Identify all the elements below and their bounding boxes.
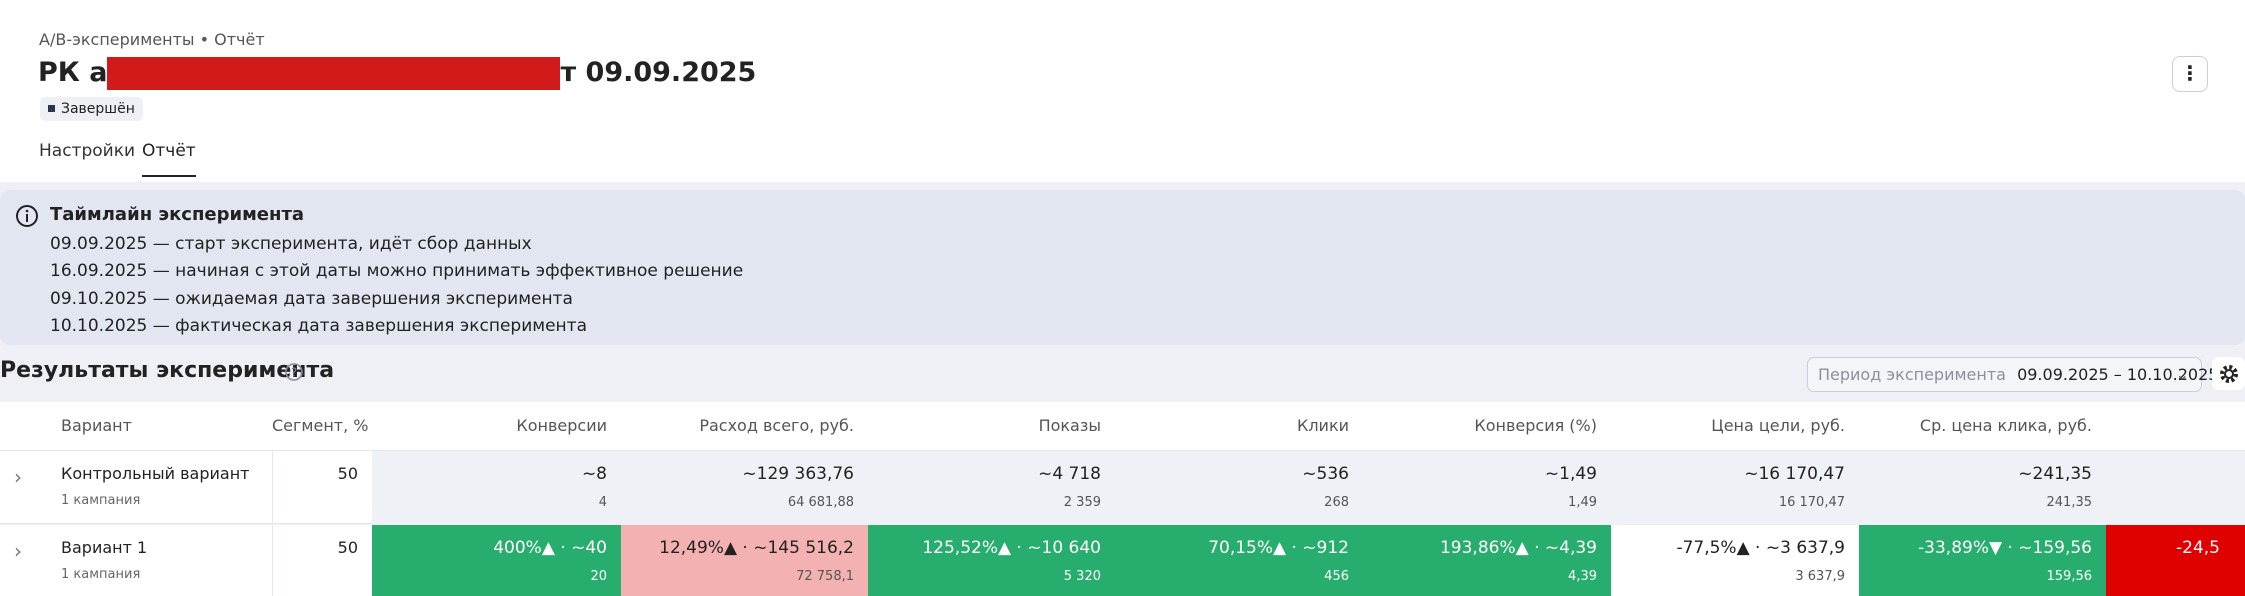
expand-chevron[interactable]: ›	[14, 539, 22, 563]
metric-cell	[1363, 451, 1611, 523]
metric-value: ~241,35	[2018, 464, 2092, 484]
status-badge: Завершён	[40, 97, 143, 121]
metric-cell	[1363, 525, 1611, 596]
column-header: Клики	[1296, 416, 1349, 435]
timeline-box	[0, 190, 2245, 345]
metric-cell	[621, 525, 868, 596]
metric-value: ~4 718	[1038, 464, 1101, 484]
column-header: Расход всего, руб.	[699, 416, 854, 435]
metric-cell	[1115, 525, 1363, 596]
help-icon[interactable]: ?	[284, 362, 304, 382]
metric-sub: 268	[1324, 495, 1349, 510]
metric-sub: 16 170,47	[1778, 495, 1845, 510]
metric-cell	[2106, 451, 2245, 523]
tab[interactable]: Настройки	[39, 141, 136, 161]
period-value: 09.09.2025 – 10.10.2025	[2017, 365, 2219, 384]
title: РК а т 09.09.2025	[38, 57, 756, 90]
header-row	[0, 402, 2245, 451]
metric-cell	[2106, 525, 2245, 596]
metric-sub: 1,49	[1568, 495, 1597, 510]
timeline-list: 09.09.2025 — старт эксперимента, идёт сб…	[50, 231, 743, 340]
column-header: Сегмент, %	[272, 416, 369, 435]
segment-divider	[272, 525, 273, 596]
timeline-title: Таймлайн эксперимента	[50, 204, 305, 225]
metric-cell	[1611, 525, 1859, 596]
segment: 50	[337, 538, 358, 557]
settings-button[interactable]	[2212, 357, 2245, 390]
metric-value: 400%▲ · ~40	[493, 538, 607, 558]
metric-cell	[372, 525, 621, 596]
metric-value: -24,5	[2176, 538, 2220, 558]
metric-sub: 64 681,88	[787, 495, 854, 510]
metric-sub: 5 320	[1063, 569, 1101, 584]
metric-sub: 4,39	[1568, 569, 1597, 584]
metric-cell	[1115, 451, 1363, 523]
metric-value: 70,15%▲ · ~912	[1208, 538, 1349, 558]
variant-name: Вариант 1	[61, 538, 148, 557]
period-label: Период эксперимента	[1818, 365, 2006, 384]
info-icon	[16, 205, 38, 227]
column-header: Конверсия (%)	[1474, 416, 1597, 435]
metric-cell	[1611, 451, 1859, 523]
expand-chevron[interactable]: ›	[14, 465, 22, 489]
metric-cell	[868, 525, 1115, 596]
metric-value: ~16 170,47	[1744, 464, 1845, 484]
metric-value: 125,52%▲ · ~10 640	[922, 538, 1101, 558]
metric-cell	[868, 451, 1115, 523]
title-end: т 09.09.2025	[560, 57, 757, 88]
column-header: Цена цели, руб.	[1711, 416, 1845, 435]
segment: 50	[337, 464, 358, 483]
tab-active[interactable]: Отчёт	[142, 141, 196, 177]
timeline-item: 09.09.2025 — старт эксперимента, идёт сб…	[50, 234, 532, 254]
header	[0, 0, 2245, 182]
metric-value: ~129 363,76	[742, 464, 854, 484]
variant-name: Контрольный вариант	[61, 464, 250, 483]
metric-cell	[1859, 451, 2106, 523]
metric-value: -33,89%▼ · ~159,56	[1918, 538, 2092, 558]
metric-value: -77,5%▲ · ~3 637,9	[1676, 538, 1845, 558]
period-select[interactable]: Период эксперимента 09.09.2025 – 10.10.2…	[1807, 357, 2218, 392]
results-title: Результаты эксперимента	[0, 358, 335, 383]
metric-sub: 3 637,9	[1795, 569, 1845, 584]
metric-sub: 20	[590, 569, 607, 584]
metric-value: ~536	[1302, 464, 1349, 484]
title-start: РК а	[38, 57, 108, 88]
metric-sub: 2 359	[1063, 495, 1101, 510]
status: Завершён	[61, 101, 135, 117]
metric-value: 12,49%▲ · ~145 516,2	[659, 538, 854, 558]
metric-sub: 241,35	[2046, 495, 2093, 510]
metric-sub: 456	[1324, 569, 1349, 584]
metric-value: 193,86%▲ · ~4,39	[1439, 538, 1597, 558]
metric-value: ~1,49	[1544, 464, 1597, 484]
column-header: Ср. цена клика, руб.	[1919, 416, 2092, 435]
metric-value: ~8	[581, 464, 607, 484]
metric-sub: 4	[598, 495, 607, 510]
row	[0, 525, 372, 596]
metric-cell	[1859, 525, 2106, 596]
segment-divider	[272, 451, 273, 523]
variant-sub: 1 кампания	[61, 493, 141, 508]
column-header: Конверсии	[516, 416, 607, 435]
column-header: Показы	[1038, 416, 1101, 435]
metric-cell	[621, 451, 868, 523]
results-table: Вариант Сегмент, % Конверсии Расход всего, …	[0, 402, 2245, 596]
row	[0, 451, 372, 524]
metric-sub: 159,56	[2046, 569, 2093, 584]
timeline-item: 10.10.2025 — фактическая дата завершения…	[50, 315, 587, 336]
svg-text:?: ?	[291, 366, 297, 380]
column-header: Вариант	[61, 416, 132, 435]
variant-sub: 1 кампания	[61, 567, 141, 582]
timeline-item: 09.10.2025 — ожидаемая дата завершения э…	[50, 288, 573, 309]
menu-button[interactable]: ⋮	[2172, 56, 2208, 92]
metric-sub: 72 758,1	[796, 569, 854, 584]
timeline-item: 16.09.2025 — начиная с этой даты можно п…	[50, 261, 744, 282]
metric-cell	[372, 451, 621, 523]
redaction	[107, 57, 561, 90]
breadcrumb[interactable]: A/B-эксперименты • Отчёт	[39, 30, 265, 49]
